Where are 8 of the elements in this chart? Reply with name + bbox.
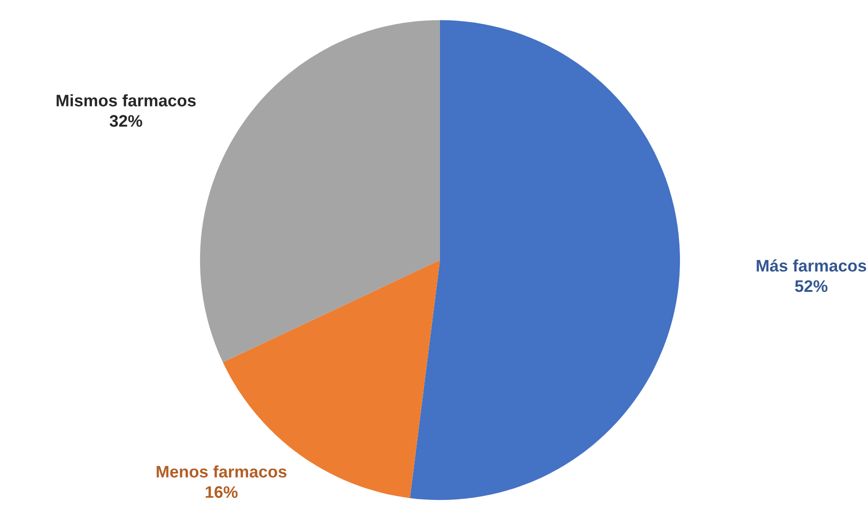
slice-label: Más farmacos <box>756 259 866 272</box>
data-label: 32% <box>110 115 142 127</box>
data-label: 52% <box>795 280 828 292</box>
data-label: 16% <box>206 486 238 498</box>
slice-label: Menos farmacos <box>156 465 286 478</box>
pie-slice <box>200 20 440 362</box>
slice-label: Mismos farmacos <box>56 94 196 106</box>
pie-slice <box>410 20 680 500</box>
